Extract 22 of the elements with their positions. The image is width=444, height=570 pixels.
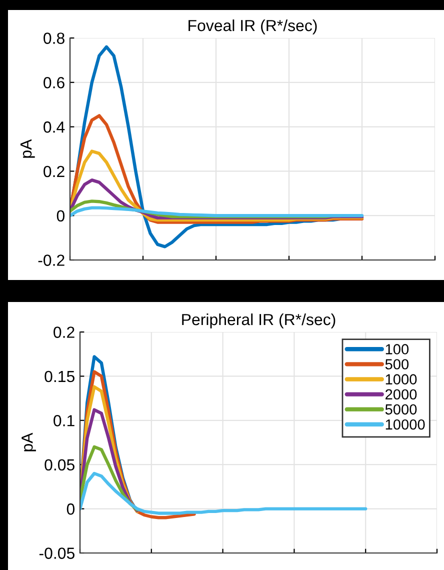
y-axis-title: pA: [22, 432, 36, 452]
legend-label: 100: [386, 344, 409, 354]
legend-label: 2000: [386, 389, 417, 400]
y-tick-label: 0.6: [44, 77, 64, 88]
y-tick-label: 0.15: [44, 370, 74, 382]
y-tick-label: 0.8: [44, 32, 64, 44]
y-tick-label: 0.4: [44, 121, 65, 133]
y-tick-label: 0: [66, 503, 75, 515]
legend-label: 1000: [386, 374, 417, 384]
y-tick-label: 0.2: [54, 326, 74, 338]
y-tick-label: 0.1: [54, 415, 74, 426]
y-tick-label: 0.2: [44, 166, 64, 178]
legend-label: 500: [385, 359, 409, 370]
y-tick-label: -0.2: [38, 254, 64, 266]
y-tick-label: -0.05: [39, 548, 74, 559]
chart-title: Foveal IR (R*/sec): [188, 19, 317, 34]
legend-label: 10000: [386, 419, 425, 430]
y-axis-title: pA: [20, 139, 35, 158]
y-tick-label: 0.05: [44, 459, 74, 471]
y-tick-label: 0: [56, 210, 65, 222]
chart-title: Peripheral IR (R*/sec): [182, 313, 336, 328]
legend-label: 5000: [385, 404, 417, 415]
